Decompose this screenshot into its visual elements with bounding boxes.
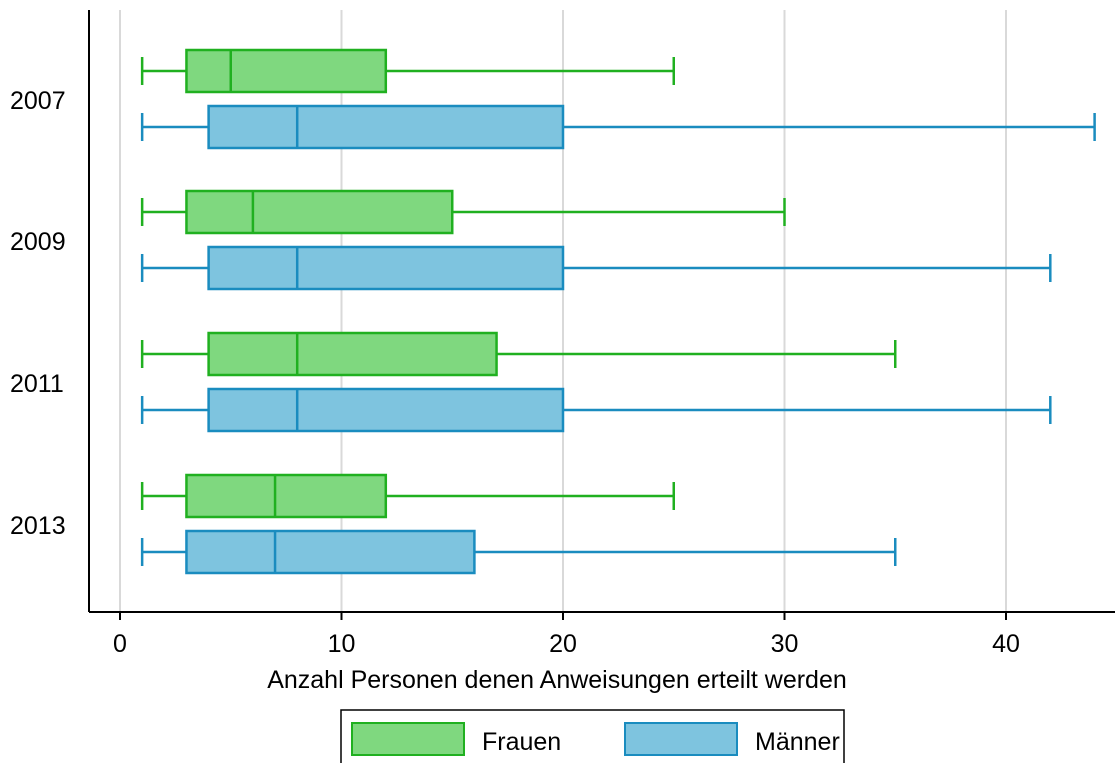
box-series: [140, 48, 1096, 575]
iqr-box: [185, 189, 454, 235]
axes: [88, 10, 1115, 613]
iqr-box: [207, 245, 565, 291]
box-frauen-2007: [140, 48, 675, 94]
iqr-box: [185, 48, 388, 94]
y-category-label: 2011: [10, 370, 64, 398]
x-tick-label: 20: [549, 630, 577, 658]
x-tick-label: 10: [328, 630, 356, 658]
legend: Frauen Männer: [340, 709, 845, 763]
y-category-label: 2009: [10, 228, 66, 256]
x-tick-label: 40: [992, 630, 1020, 658]
x-ticks: 0 10 20 30 40: [113, 612, 1020, 658]
box-männer-2007: [140, 104, 1096, 150]
y-category-label: 2013: [10, 512, 66, 540]
box-männer-2013: [140, 529, 897, 575]
legend-swatch-maenner: [624, 722, 738, 756]
x-tick-label: 0: [113, 630, 127, 658]
legend-swatch-frauen: [351, 722, 465, 756]
iqr-box: [207, 387, 565, 433]
y-category-labels: 2007 2009 2011 2013: [10, 87, 66, 540]
x-axis-title: Anzahl Personen denen Anweisungen erteil…: [267, 666, 847, 694]
iqr-box: [207, 104, 565, 150]
box-frauen-2013: [140, 473, 675, 519]
box-frauen-2011: [140, 331, 897, 377]
x-tick-label: 30: [771, 630, 799, 658]
legend-label-maenner: Männer: [755, 728, 840, 756]
iqr-box: [207, 331, 498, 377]
iqr-box: [185, 473, 388, 519]
legend-label-frauen: Frauen: [482, 728, 561, 756]
y-category-label: 2007: [10, 87, 66, 115]
box-männer-2011: [140, 387, 1052, 433]
grid-lines: [119, 10, 1007, 612]
iqr-box: [185, 529, 476, 575]
box-männer-2009: [140, 245, 1052, 291]
box-frauen-2009: [140, 189, 786, 235]
